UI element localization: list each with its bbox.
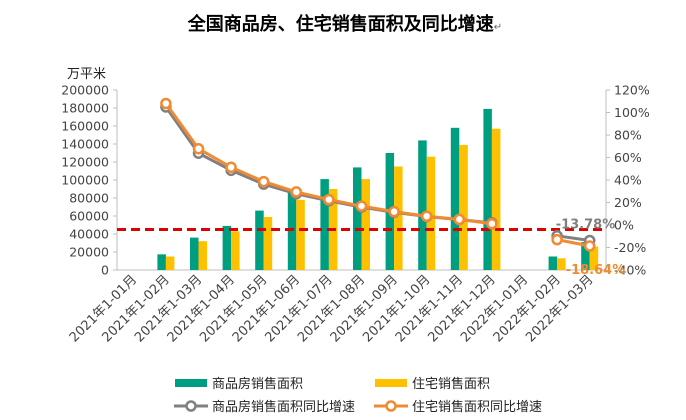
bar-commercial bbox=[483, 108, 492, 271]
y-tick-label: 100000 bbox=[61, 173, 109, 188]
y2-tick-label: 120% bbox=[614, 83, 650, 98]
bar-residential bbox=[557, 258, 566, 270]
bar-commercial bbox=[190, 237, 199, 270]
legend-label-commercial-growth: 商品房销售面积同比增速 bbox=[212, 399, 355, 415]
bar-commercial bbox=[157, 254, 166, 270]
return-mark-icon: ↵ bbox=[494, 22, 502, 33]
legend-label-residential: 住宅销售面积 bbox=[412, 376, 490, 392]
point-residential-growth bbox=[420, 210, 433, 222]
bar-residential bbox=[198, 241, 207, 270]
y-tick-label: 160000 bbox=[61, 119, 109, 134]
orange-last-label: -18.64% bbox=[566, 263, 626, 278]
legend-marker-residential-growth bbox=[385, 400, 397, 412]
point-residential-growth bbox=[355, 200, 368, 212]
bar-layer bbox=[157, 108, 599, 271]
legend-swatch-commercial bbox=[175, 379, 207, 387]
y-tick-label: 40000 bbox=[69, 227, 109, 242]
bar-residential bbox=[263, 216, 273, 270]
point-residential-growth bbox=[486, 218, 498, 230]
y-tick-label: 120000 bbox=[61, 155, 109, 170]
bar-commercial bbox=[222, 225, 232, 270]
legend-swatch-residential bbox=[375, 379, 407, 387]
bar-residential bbox=[361, 179, 370, 270]
y2-tick-label: 60% bbox=[614, 150, 642, 165]
y2-tick-label: 20% bbox=[614, 195, 642, 210]
chart-title: 全国商品房、住宅销售面积及同比增速↵ bbox=[187, 13, 502, 35]
bar-commercial bbox=[418, 140, 427, 270]
x-axis-labels: 2021年1-01月2021年1-02月2021年1-03月2021年1-04月… bbox=[67, 272, 597, 345]
bar-commercial bbox=[353, 167, 362, 270]
bar-residential bbox=[165, 256, 175, 270]
legend: 商品房销售面积 住宅销售面积 商品房销售面积同比增速 住宅销售面积同比增速 bbox=[174, 376, 542, 415]
y2-tick-label: 80% bbox=[614, 128, 642, 143]
y-tick-label: 180000 bbox=[61, 101, 109, 116]
bar-commercial bbox=[255, 210, 264, 270]
gray-last-label: -13.78% bbox=[556, 218, 616, 233]
bar-commercial bbox=[548, 256, 558, 270]
bar-residential bbox=[459, 144, 468, 270]
line-layer bbox=[160, 97, 596, 252]
bar-residential bbox=[491, 128, 501, 270]
point-residential-growth bbox=[192, 142, 205, 155]
y2-tick-label: 0% bbox=[614, 218, 634, 233]
data-labels: -13.78% -18.64% bbox=[556, 218, 626, 278]
y-tick-label: 20000 bbox=[69, 245, 109, 260]
bar-commercial bbox=[581, 242, 590, 270]
y-tick-label: 200000 bbox=[61, 83, 109, 98]
bar-residential bbox=[296, 199, 305, 270]
bar-commercial bbox=[320, 179, 329, 270]
point-residential-growth bbox=[225, 161, 237, 174]
y2-tick-label: -40% bbox=[614, 263, 646, 278]
point-residential-growth bbox=[257, 175, 270, 188]
point-residential-growth bbox=[551, 233, 563, 246]
y-tick-label: 0 bbox=[101, 263, 109, 278]
point-residential-growth bbox=[583, 240, 596, 252]
y-tick-label: 140000 bbox=[61, 137, 109, 152]
legend-marker-commercial-growth bbox=[185, 400, 197, 412]
axes: 2000001800001600001400001200001000008000… bbox=[61, 83, 650, 278]
bar-commercial bbox=[450, 127, 460, 270]
y-axis-unit: 万平米 bbox=[67, 67, 106, 82]
point-residential-growth bbox=[388, 205, 400, 218]
point-residential-growth bbox=[323, 193, 335, 206]
legend-label-residential-growth: 住宅销售面积同比增速 bbox=[412, 399, 542, 415]
point-residential-growth bbox=[160, 97, 172, 110]
y2-tick-label: 100% bbox=[614, 105, 650, 120]
y-tick-label: 60000 bbox=[69, 209, 109, 224]
legend-label-commercial: 商品房销售面积 bbox=[212, 376, 303, 392]
y-tick-label: 80000 bbox=[69, 191, 109, 206]
y2-tick-label: -20% bbox=[614, 240, 646, 255]
point-residential-growth bbox=[453, 213, 466, 226]
bar-residential bbox=[589, 246, 599, 270]
point-residential-growth bbox=[290, 186, 303, 198]
bar-residential bbox=[394, 166, 403, 270]
bar-residential bbox=[231, 231, 240, 270]
y2-tick-label: 40% bbox=[614, 173, 642, 188]
